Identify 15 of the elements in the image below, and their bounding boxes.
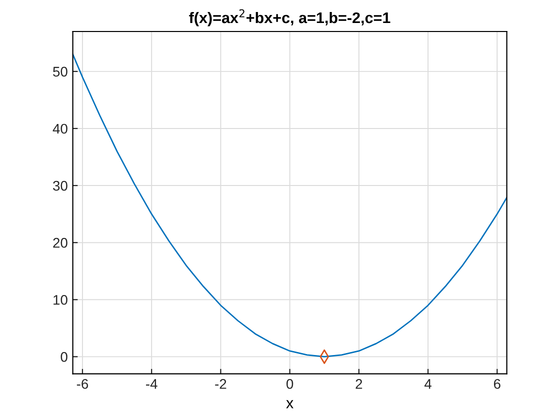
- chart-title: f(x)=ax$^{2}$+bx+c, a=1,b=-2,c=1: [189, 9, 390, 26]
- x-tick-label: 0: [286, 379, 294, 389]
- y-tick-label: 50: [53, 66, 68, 77]
- y-tick-label: 20: [53, 238, 68, 248]
- x-tick-label: -6: [76, 379, 88, 389]
- y-tick-label: 0: [60, 352, 68, 362]
- x-tick-label: 4: [424, 379, 432, 389]
- y-tick-label: 40: [52, 124, 68, 134]
- x-tick-label: 6: [494, 379, 500, 389]
- y-tick-label: 30: [53, 180, 68, 191]
- x-tick-label: 2: [356, 379, 362, 389]
- x-tick-label: -4: [146, 379, 158, 389]
- x-axis-title: x: [286, 400, 294, 408]
- x-tick-label: -2: [215, 379, 226, 389]
- y-tick-label: 10: [54, 294, 68, 305]
